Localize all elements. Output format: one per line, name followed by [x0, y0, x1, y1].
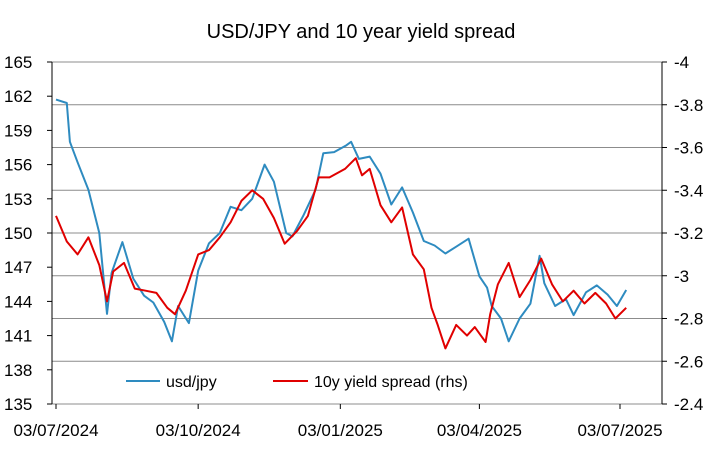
right-tick-label: -3.8 [674, 96, 703, 115]
left-axis-ticks: 135 138 141 144 147 150 153 156 159 162 165 [4, 53, 52, 414]
left-tick-label: 162 [4, 87, 32, 106]
left-tick-label: 150 [4, 224, 32, 243]
x-axis-ticks: 03/07/2024 03/10/2024 03/01/2025 03/04/2025… [13, 404, 663, 440]
series [55, 98, 628, 350]
left-tick-label: 138 [4, 361, 32, 380]
legend-background [118, 368, 508, 394]
spread-series-line [55, 157, 627, 350]
right-tick-label: -3 [674, 267, 689, 286]
left-tick-label: 144 [4, 292, 32, 311]
left-tick-label: 141 [4, 327, 32, 346]
x-tick-label: 03/07/2024 [13, 421, 98, 440]
left-tick-label: 153 [4, 190, 32, 209]
right-tick-label: -3.2 [674, 224, 703, 243]
left-tick-label: 147 [4, 258, 32, 277]
right-tick-label: -2.6 [674, 352, 703, 371]
right-tick-label: -3.6 [674, 139, 703, 158]
x-tick-label: 03/10/2024 [156, 421, 241, 440]
legend-label: usd/jpy [166, 374, 217, 391]
right-tick-label: -4 [674, 53, 689, 72]
usdjpy-series-line [55, 98, 628, 343]
x-tick-label: 03/07/2025 [577, 421, 662, 440]
left-tick-label: 165 [4, 53, 32, 72]
chart-title: USD/JPY and 10 year yield spread [207, 21, 516, 43]
x-tick-label: 03/01/2025 [298, 421, 383, 440]
left-tick-label: 135 [4, 395, 32, 414]
left-tick-label: 159 [4, 121, 32, 140]
x-tick-label: 03/04/2025 [437, 421, 522, 440]
right-tick-label: -2.8 [674, 310, 703, 329]
right-tick-label: -2.4 [674, 395, 703, 414]
legend-label: 10y yield spread (rhs) [314, 374, 468, 391]
right-tick-label: -3.4 [674, 181, 703, 200]
legend: usd/jpy 10y yield spread (rhs) [118, 368, 508, 394]
right-axis-ticks: -4 -3.8 -3.6 -3.4 -3.2 -3 -2.8 -2.6 -2.4 [662, 53, 703, 414]
left-tick-label: 156 [4, 156, 32, 175]
gridlines [52, 61, 662, 405]
